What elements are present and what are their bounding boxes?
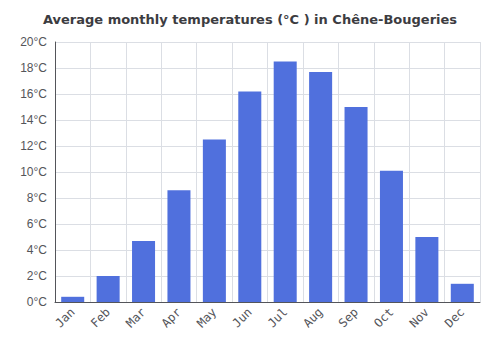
svg-text:6°C: 6°C <box>27 217 47 231</box>
svg-text:Nov: Nov <box>407 305 432 330</box>
svg-text:Apr: Apr <box>159 305 184 330</box>
svg-text:16°C: 16°C <box>20 87 47 101</box>
svg-text:2°C: 2°C <box>27 269 47 283</box>
svg-text:Feb: Feb <box>88 305 113 330</box>
svg-text:May: May <box>194 305 219 330</box>
svg-text:Oct: Oct <box>371 305 396 330</box>
svg-text:12°C: 12°C <box>20 139 47 153</box>
svg-text:Dec: Dec <box>442 305 467 330</box>
svg-text:Aug: Aug <box>300 305 325 330</box>
svg-text:Jun: Jun <box>230 305 255 330</box>
svg-text:4°C: 4°C <box>27 243 47 257</box>
svg-text:20°C: 20°C <box>20 35 47 49</box>
svg-text:Sep: Sep <box>336 305 361 330</box>
svg-text:0°C: 0°C <box>27 295 47 309</box>
svg-text:8°C: 8°C <box>27 191 47 205</box>
svg-text:Jul: Jul <box>265 305 290 330</box>
svg-text:18°C: 18°C <box>20 61 47 75</box>
svg-text:Jan: Jan <box>52 305 77 330</box>
svg-text:14°C: 14°C <box>20 113 47 127</box>
svg-text:Mar: Mar <box>123 305 148 330</box>
svg-text:Average monthly temperatures (: Average monthly temperatures (°C ) in Ch… <box>43 12 457 27</box>
svg-text:10°C: 10°C <box>20 165 47 179</box>
